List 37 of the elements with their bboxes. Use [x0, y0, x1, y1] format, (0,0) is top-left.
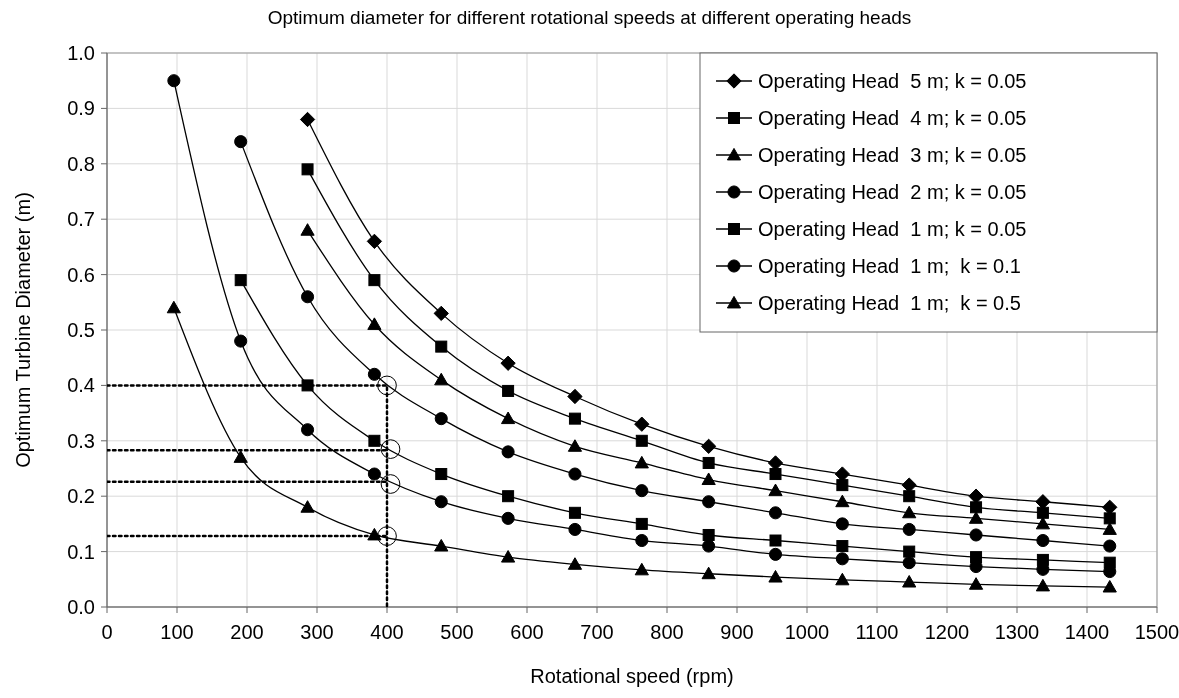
- y-tick-label: 0.3: [67, 429, 95, 452]
- x-tick-label: 0: [101, 621, 113, 643]
- y-tick-label: 0.6: [67, 263, 95, 286]
- x-tick-label: 1500: [1134, 621, 1179, 643]
- y-tick-label: 0.0: [67, 596, 95, 618]
- legend-label: Operating Head 1 m; k = 0.05: [758, 218, 1027, 240]
- legend-label: Operating Head 1 m; k = 0.1: [758, 255, 1021, 277]
- legend-label: Operating Head 2 m; k = 0.05: [758, 181, 1027, 203]
- y-tick-label: 0.5: [67, 319, 95, 341]
- x-tick-label: 600: [510, 621, 544, 643]
- x-tick-label: 1100: [855, 621, 899, 643]
- legend-label: Operating Head 5 m; k = 0.05: [758, 70, 1027, 92]
- x-tick-label: 1300: [994, 621, 1040, 643]
- y-tick-label: 0.2: [67, 485, 95, 508]
- x-tick-label: 500: [440, 621, 474, 643]
- x-tick-label: 400: [370, 621, 404, 643]
- y-tick-label: 0.8: [67, 152, 95, 175]
- y-tick-label: 0.1: [67, 540, 95, 563]
- y-axis-title: Optimum Turbine Diameter (m): [12, 192, 34, 468]
- y-tick-label: 0.7: [67, 208, 95, 231]
- legend-label: Operating Head 4 m; k = 0.05: [758, 107, 1027, 129]
- x-tick-label: 800: [650, 621, 684, 643]
- x-tick-label: 200: [230, 621, 264, 643]
- x-tick-label: 1400: [1064, 621, 1110, 643]
- y-tick-label: 1.0: [67, 42, 95, 64]
- y-tick-label: 0.9: [67, 97, 95, 120]
- x-tick-label: 900: [720, 621, 754, 643]
- x-tick-label: 700: [580, 621, 614, 643]
- x-axis-title: Rotational speed (rpm): [530, 665, 734, 687]
- x-tick-label: 1000: [784, 621, 830, 643]
- chart-title: Optimum diameter for different rotational speeds at different operating heads: [267, 7, 912, 28]
- x-tick-label: 1200: [924, 621, 970, 643]
- legend-label: Operating Head 3 m; k = 0.05: [758, 144, 1027, 166]
- x-tick-label: 100: [160, 621, 194, 643]
- x-tick-label: 300: [300, 621, 334, 643]
- legend-label: Operating Head 1 m; k = 0.5: [758, 292, 1021, 314]
- y-tick-label: 0.4: [67, 374, 95, 397]
